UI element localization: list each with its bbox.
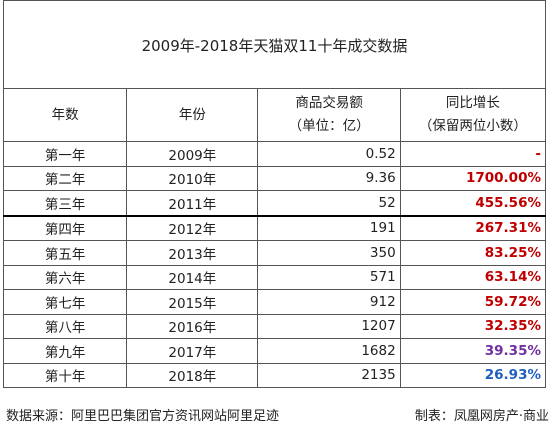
- header-year-count: 年数: [2, 88, 128, 142]
- cell-year-count: 第六年: [2, 264, 128, 290]
- cell-gmv: 350: [257, 240, 401, 266]
- cell-gmv: 571: [257, 264, 401, 290]
- cell-gmv: 52: [257, 190, 401, 216]
- header-growth: 同比增长 （保留两位小数）: [399, 88, 547, 142]
- cell-gmv: 1207: [257, 313, 401, 339]
- cell-gmv: 912: [257, 289, 401, 315]
- table-row: 第九年 2017年 1682 39.35%: [2, 338, 547, 364]
- cell-year: 2013年: [126, 240, 259, 266]
- table-row: 第八年 2016年 1207 32.35%: [2, 313, 547, 339]
- cell-growth: 455.56%: [399, 190, 547, 216]
- cell-year-count: 第八年: [2, 313, 128, 339]
- cell-growth: 59.72%: [399, 289, 547, 315]
- cell-year: 2015年: [126, 289, 259, 315]
- cell-year-count: 第一年: [2, 141, 128, 167]
- cell-year-count: 第十年: [2, 362, 128, 388]
- cell-year-count: 第三年: [2, 190, 128, 216]
- cell-year-count: 第四年: [2, 214, 128, 241]
- cell-gmv: 1682: [257, 338, 401, 364]
- cell-growth: 83.25%: [399, 240, 547, 266]
- cell-year: 2014年: [126, 264, 259, 290]
- table-row: 第四年 2012年 191 267.31%: [2, 214, 547, 241]
- cell-year: 2012年: [126, 214, 259, 241]
- cell-growth: 267.31%: [399, 214, 547, 241]
- cell-growth: 32.35%: [399, 313, 547, 339]
- header-growth-title: 同比增长: [445, 95, 500, 111]
- cell-year: 2016年: [126, 313, 259, 339]
- header-gmv-title: 商品交易额: [295, 95, 363, 111]
- header-year: 年份: [126, 88, 259, 142]
- table-row: 第三年 2011年 52 455.56%: [2, 190, 547, 216]
- cell-year: 2018年: [126, 362, 259, 388]
- footer: 数据来源：阿里巴巴集团官方资讯网站阿里足迹 制表：凤凰网房产·商业: [6, 401, 549, 427]
- cell-gmv: 9.36: [257, 165, 401, 191]
- cell-year-count: 第五年: [2, 240, 128, 266]
- header-gmv: 商品交易额 （单位：亿）: [257, 88, 401, 142]
- table-row: 第十年 2018年 2135 26.93%: [2, 362, 547, 388]
- footer-source: 数据来源：阿里巴巴集团官方资讯网站阿里足迹: [6, 408, 280, 424]
- cell-growth: 26.93%: [399, 362, 547, 388]
- cell-growth: 63.14%: [399, 264, 547, 290]
- gmv-table: 年数 年份 商品交易额 （单位：亿） 同比增长 （保留两位小数） 第一年 2009…: [2, 88, 547, 388]
- cell-growth: -: [399, 141, 547, 167]
- table-row: 第五年 2013年 350 83.25%: [2, 240, 547, 266]
- cell-growth: 39.35%: [399, 338, 547, 364]
- table-row: 第六年 2014年 571 63.14%: [2, 264, 547, 290]
- header-growth-note: （保留两位小数）: [418, 118, 527, 134]
- header-gmv-unit: （单位：亿）: [288, 118, 370, 134]
- cell-year: 2017年: [126, 338, 259, 364]
- cell-gmv: 2135: [257, 362, 401, 388]
- footer-maker: 制表：凤凰网房产·商业: [414, 408, 549, 424]
- cell-year: 2009年: [126, 141, 259, 167]
- cell-growth: 1700.00%: [399, 165, 547, 191]
- table-title: 2009年-2018年天猫双11十年成交数据: [3, 0, 546, 89]
- table-row: 第七年 2015年 912 59.72%: [2, 289, 547, 315]
- cell-year-count: 第二年: [2, 165, 128, 191]
- table-row: 第二年 2010年 9.36 1700.00%: [2, 165, 547, 191]
- cell-gmv: 0.52: [257, 141, 401, 167]
- table-body: 第一年 2009年 0.52- 第二年 2010年 9.36 1700.00% 第三年 2011…: [2, 141, 547, 388]
- cell-year: 2010年: [126, 165, 259, 191]
- cell-gmv: 191: [257, 214, 401, 241]
- header-row: 年数 年份 商品交易额 （单位：亿） 同比增长 （保留两位小数）: [2, 88, 547, 142]
- cell-year: 2011年: [126, 190, 259, 216]
- cell-year-count: 第九年: [2, 338, 128, 364]
- table-row: 第一年 2009年 0.52-: [2, 141, 547, 167]
- cell-year-count: 第七年: [2, 289, 128, 315]
